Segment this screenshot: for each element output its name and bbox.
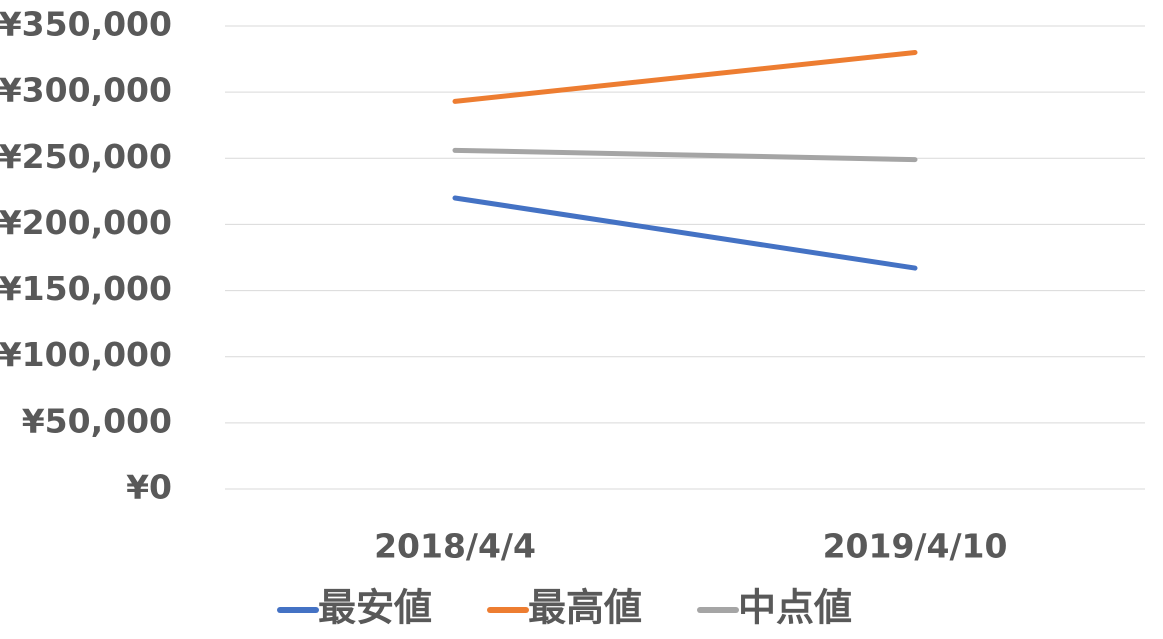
y-tick-label: ¥0 — [126, 468, 172, 507]
y-tick-label: ¥350,000 — [0, 5, 172, 44]
y-tick-label: ¥100,000 — [0, 335, 172, 374]
x-tick-label: 2018/4/4 — [374, 527, 536, 566]
y-tick-label: ¥150,000 — [0, 269, 172, 308]
y-tick-label: ¥200,000 — [0, 203, 172, 242]
legend-label: 中点値 — [738, 586, 852, 630]
y-tick-label: ¥250,000 — [0, 137, 172, 176]
y-tick-label: ¥50,000 — [22, 401, 172, 440]
x-tick-label: 2019/4/10 — [823, 527, 1008, 566]
series-line — [452, 49, 918, 104]
series-line — [452, 195, 918, 271]
legend-label: 最安値 — [318, 586, 432, 630]
series-line — [452, 147, 918, 163]
y-tick-label: ¥300,000 — [0, 71, 172, 110]
legend-label: 最高値 — [528, 586, 642, 630]
